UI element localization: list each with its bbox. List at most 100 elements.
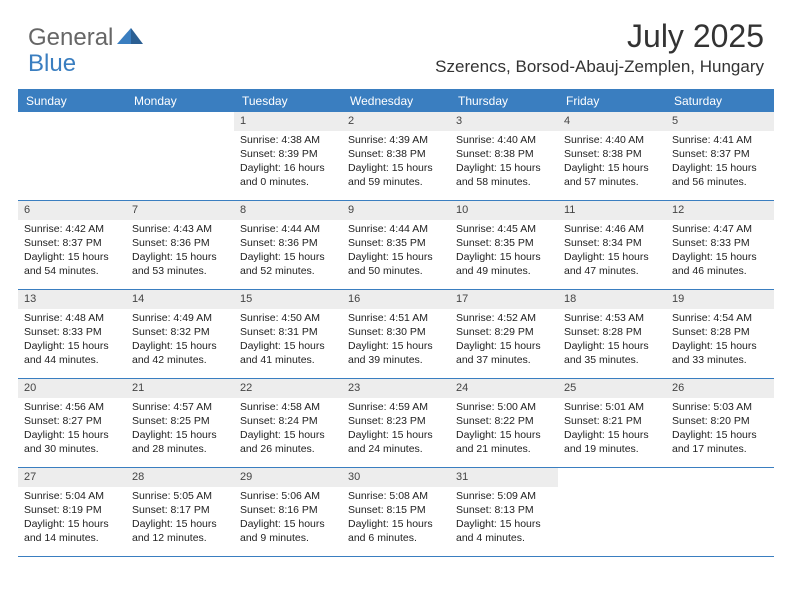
day-number: 28 — [126, 468, 234, 487]
day-content: Sunrise: 4:41 AMSunset: 8:37 PMDaylight:… — [666, 131, 774, 194]
daylight-line: Daylight: 15 hours and 35 minutes. — [564, 339, 660, 367]
day-content: Sunrise: 4:49 AMSunset: 8:32 PMDaylight:… — [126, 309, 234, 372]
daylight-line: Daylight: 15 hours and 17 minutes. — [672, 428, 768, 456]
day-cell: 2Sunrise: 4:39 AMSunset: 8:38 PMDaylight… — [342, 112, 450, 200]
sunset-line: Sunset: 8:27 PM — [24, 414, 120, 428]
sunset-line: Sunset: 8:33 PM — [24, 325, 120, 339]
day-content: Sunrise: 5:08 AMSunset: 8:15 PMDaylight:… — [342, 487, 450, 550]
sunset-line: Sunset: 8:13 PM — [456, 503, 552, 517]
day-number: 6 — [18, 201, 126, 220]
daylight-line: Daylight: 15 hours and 39 minutes. — [348, 339, 444, 367]
day-content: Sunrise: 4:50 AMSunset: 8:31 PMDaylight:… — [234, 309, 342, 372]
header: General July 2025 Szerencs, Borsod-Abauj… — [0, 0, 792, 81]
day-cell: 7Sunrise: 4:43 AMSunset: 8:36 PMDaylight… — [126, 201, 234, 289]
sunrise-line: Sunrise: 4:51 AM — [348, 311, 444, 325]
day-cell: 18Sunrise: 4:53 AMSunset: 8:28 PMDayligh… — [558, 290, 666, 378]
day-number: 14 — [126, 290, 234, 309]
week-row: 20Sunrise: 4:56 AMSunset: 8:27 PMDayligh… — [18, 379, 774, 468]
day-cell: 22Sunrise: 4:58 AMSunset: 8:24 PMDayligh… — [234, 379, 342, 467]
daylight-line: Daylight: 15 hours and 41 minutes. — [240, 339, 336, 367]
day-number: 11 — [558, 201, 666, 220]
sunset-line: Sunset: 8:33 PM — [672, 236, 768, 250]
daylight-line: Daylight: 15 hours and 44 minutes. — [24, 339, 120, 367]
brand-triangle-icon — [117, 26, 143, 51]
daylight-line: Daylight: 15 hours and 28 minutes. — [132, 428, 228, 456]
sunrise-line: Sunrise: 4:39 AM — [348, 133, 444, 147]
day-content: Sunrise: 4:56 AMSunset: 8:27 PMDaylight:… — [18, 398, 126, 461]
day-cell: 28Sunrise: 5:05 AMSunset: 8:17 PMDayligh… — [126, 468, 234, 556]
day-cell: 9Sunrise: 4:44 AMSunset: 8:35 PMDaylight… — [342, 201, 450, 289]
day-cell: 1Sunrise: 4:38 AMSunset: 8:39 PMDaylight… — [234, 112, 342, 200]
sunset-line: Sunset: 8:24 PM — [240, 414, 336, 428]
day-number: 22 — [234, 379, 342, 398]
day-number: 23 — [342, 379, 450, 398]
sunset-line: Sunset: 8:37 PM — [24, 236, 120, 250]
day-cell: 27Sunrise: 5:04 AMSunset: 8:19 PMDayligh… — [18, 468, 126, 556]
day-number: 15 — [234, 290, 342, 309]
weekday-header: Monday — [126, 90, 234, 112]
day-cell: 10Sunrise: 4:45 AMSunset: 8:35 PMDayligh… — [450, 201, 558, 289]
day-number: 4 — [558, 112, 666, 131]
daylight-line: Daylight: 15 hours and 52 minutes. — [240, 250, 336, 278]
sunset-line: Sunset: 8:21 PM — [564, 414, 660, 428]
daylight-line: Daylight: 15 hours and 58 minutes. — [456, 161, 552, 189]
day-number: 3 — [450, 112, 558, 131]
weekday-header: Wednesday — [342, 90, 450, 112]
daylight-line: Daylight: 15 hours and 21 minutes. — [456, 428, 552, 456]
day-content: Sunrise: 4:59 AMSunset: 8:23 PMDaylight:… — [342, 398, 450, 461]
sunrise-line: Sunrise: 4:53 AM — [564, 311, 660, 325]
title-block: July 2025 Szerencs, Borsod-Abauj-Zemplen… — [435, 18, 764, 77]
sunrise-line: Sunrise: 4:50 AM — [240, 311, 336, 325]
day-cell: 20Sunrise: 4:56 AMSunset: 8:27 PMDayligh… — [18, 379, 126, 467]
daylight-line: Daylight: 15 hours and 50 minutes. — [348, 250, 444, 278]
day-cell: 25Sunrise: 5:01 AMSunset: 8:21 PMDayligh… — [558, 379, 666, 467]
daylight-line: Daylight: 15 hours and 12 minutes. — [132, 517, 228, 545]
sunrise-line: Sunrise: 4:52 AM — [456, 311, 552, 325]
sunrise-line: Sunrise: 4:40 AM — [564, 133, 660, 147]
week-row: 13Sunrise: 4:48 AMSunset: 8:33 PMDayligh… — [18, 290, 774, 379]
sunrise-line: Sunrise: 4:41 AM — [672, 133, 768, 147]
day-cell: 13Sunrise: 4:48 AMSunset: 8:33 PMDayligh… — [18, 290, 126, 378]
daylight-line: Daylight: 16 hours and 0 minutes. — [240, 161, 336, 189]
sunset-line: Sunset: 8:22 PM — [456, 414, 552, 428]
empty-day-cell — [18, 112, 126, 200]
day-content: Sunrise: 5:06 AMSunset: 8:16 PMDaylight:… — [234, 487, 342, 550]
weekday-header: Thursday — [450, 90, 558, 112]
daylight-line: Daylight: 15 hours and 56 minutes. — [672, 161, 768, 189]
day-cell: 21Sunrise: 4:57 AMSunset: 8:25 PMDayligh… — [126, 379, 234, 467]
day-number: 7 — [126, 201, 234, 220]
empty-day-cell — [126, 112, 234, 200]
sunset-line: Sunset: 8:38 PM — [348, 147, 444, 161]
sunrise-line: Sunrise: 4:42 AM — [24, 222, 120, 236]
sunrise-line: Sunrise: 5:05 AM — [132, 489, 228, 503]
day-cell: 26Sunrise: 5:03 AMSunset: 8:20 PMDayligh… — [666, 379, 774, 467]
sunset-line: Sunset: 8:39 PM — [240, 147, 336, 161]
sunset-line: Sunset: 8:28 PM — [672, 325, 768, 339]
daylight-line: Daylight: 15 hours and 54 minutes. — [24, 250, 120, 278]
day-number: 1 — [234, 112, 342, 131]
day-content: Sunrise: 4:40 AMSunset: 8:38 PMDaylight:… — [450, 131, 558, 194]
daylight-line: Daylight: 15 hours and 4 minutes. — [456, 517, 552, 545]
sunrise-line: Sunrise: 4:54 AM — [672, 311, 768, 325]
weekday-header: Sunday — [18, 90, 126, 112]
daylight-line: Daylight: 15 hours and 46 minutes. — [672, 250, 768, 278]
week-row: 27Sunrise: 5:04 AMSunset: 8:19 PMDayligh… — [18, 468, 774, 557]
sunrise-line: Sunrise: 5:08 AM — [348, 489, 444, 503]
sunrise-line: Sunrise: 4:46 AM — [564, 222, 660, 236]
day-number: 27 — [18, 468, 126, 487]
day-cell: 23Sunrise: 4:59 AMSunset: 8:23 PMDayligh… — [342, 379, 450, 467]
daylight-line: Daylight: 15 hours and 33 minutes. — [672, 339, 768, 367]
daylight-line: Daylight: 15 hours and 42 minutes. — [132, 339, 228, 367]
daylight-line: Daylight: 15 hours and 6 minutes. — [348, 517, 444, 545]
day-cell: 8Sunrise: 4:44 AMSunset: 8:36 PMDaylight… — [234, 201, 342, 289]
day-content: Sunrise: 4:52 AMSunset: 8:29 PMDaylight:… — [450, 309, 558, 372]
sunset-line: Sunset: 8:37 PM — [672, 147, 768, 161]
day-cell: 19Sunrise: 4:54 AMSunset: 8:28 PMDayligh… — [666, 290, 774, 378]
day-cell: 14Sunrise: 4:49 AMSunset: 8:32 PMDayligh… — [126, 290, 234, 378]
weeks-container: 1Sunrise: 4:38 AMSunset: 8:39 PMDaylight… — [18, 112, 774, 557]
day-number: 31 — [450, 468, 558, 487]
day-number: 2 — [342, 112, 450, 131]
day-cell: 24Sunrise: 5:00 AMSunset: 8:22 PMDayligh… — [450, 379, 558, 467]
daylight-line: Daylight: 15 hours and 14 minutes. — [24, 517, 120, 545]
day-content: Sunrise: 4:38 AMSunset: 8:39 PMDaylight:… — [234, 131, 342, 194]
